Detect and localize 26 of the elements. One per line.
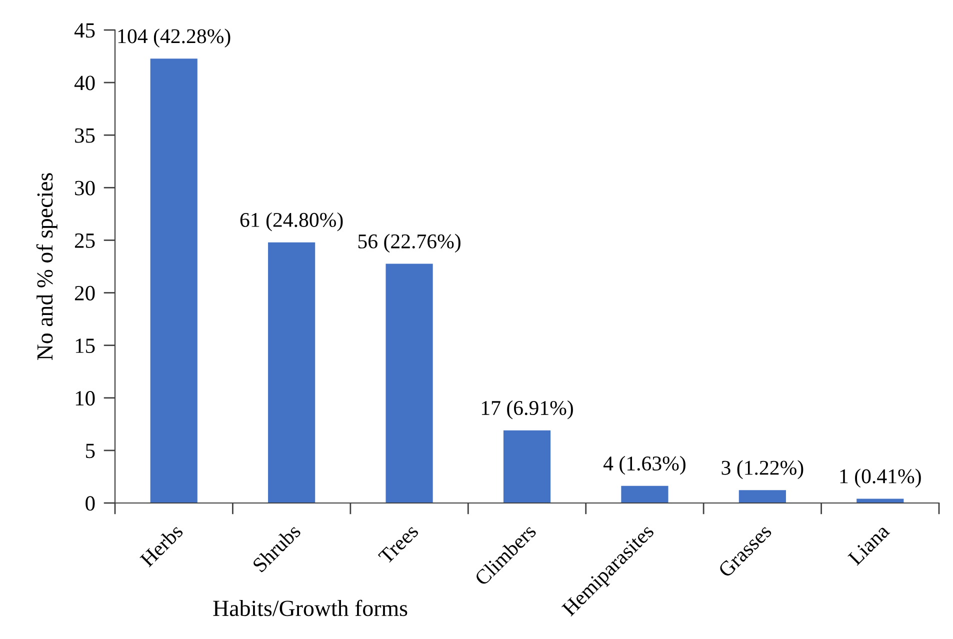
y-tick-label: 0 [86, 496, 95, 511]
data-label: 56 (22.76%) [358, 234, 460, 253]
bar [621, 486, 668, 503]
bar [503, 430, 551, 503]
y-tick-label: 10 [76, 391, 95, 406]
data-label: 3 (1.22%) [722, 460, 804, 480]
y-tick-label: 20 [74, 286, 95, 300]
bar [386, 264, 433, 503]
data-label: 104 (42.28%) [118, 28, 230, 48]
y-tick-label: 35 [75, 128, 95, 143]
bar [738, 490, 786, 503]
y-tick-label: 25 [74, 233, 95, 248]
x-axis-title: Habits/Growth forms [213, 600, 408, 616]
y-tick-label: 30 [75, 180, 95, 196]
data-label: 61 (24.80%) [240, 212, 343, 232]
data-label: 1 (0.41%) [840, 468, 921, 488]
y-tick-label: 45 [74, 23, 95, 38]
y-tick-label: 40 [74, 76, 95, 90]
data-label: 4 (1.63%) [603, 456, 686, 475]
y-tick-label: 15 [76, 338, 95, 354]
y-axis-title: No and % of species [36, 173, 58, 360]
bar [150, 58, 198, 503]
data-label: 17 (6.91%) [482, 400, 573, 420]
bar [268, 242, 316, 503]
y-tick-label: 5 [86, 444, 95, 458]
bar [856, 498, 904, 503]
